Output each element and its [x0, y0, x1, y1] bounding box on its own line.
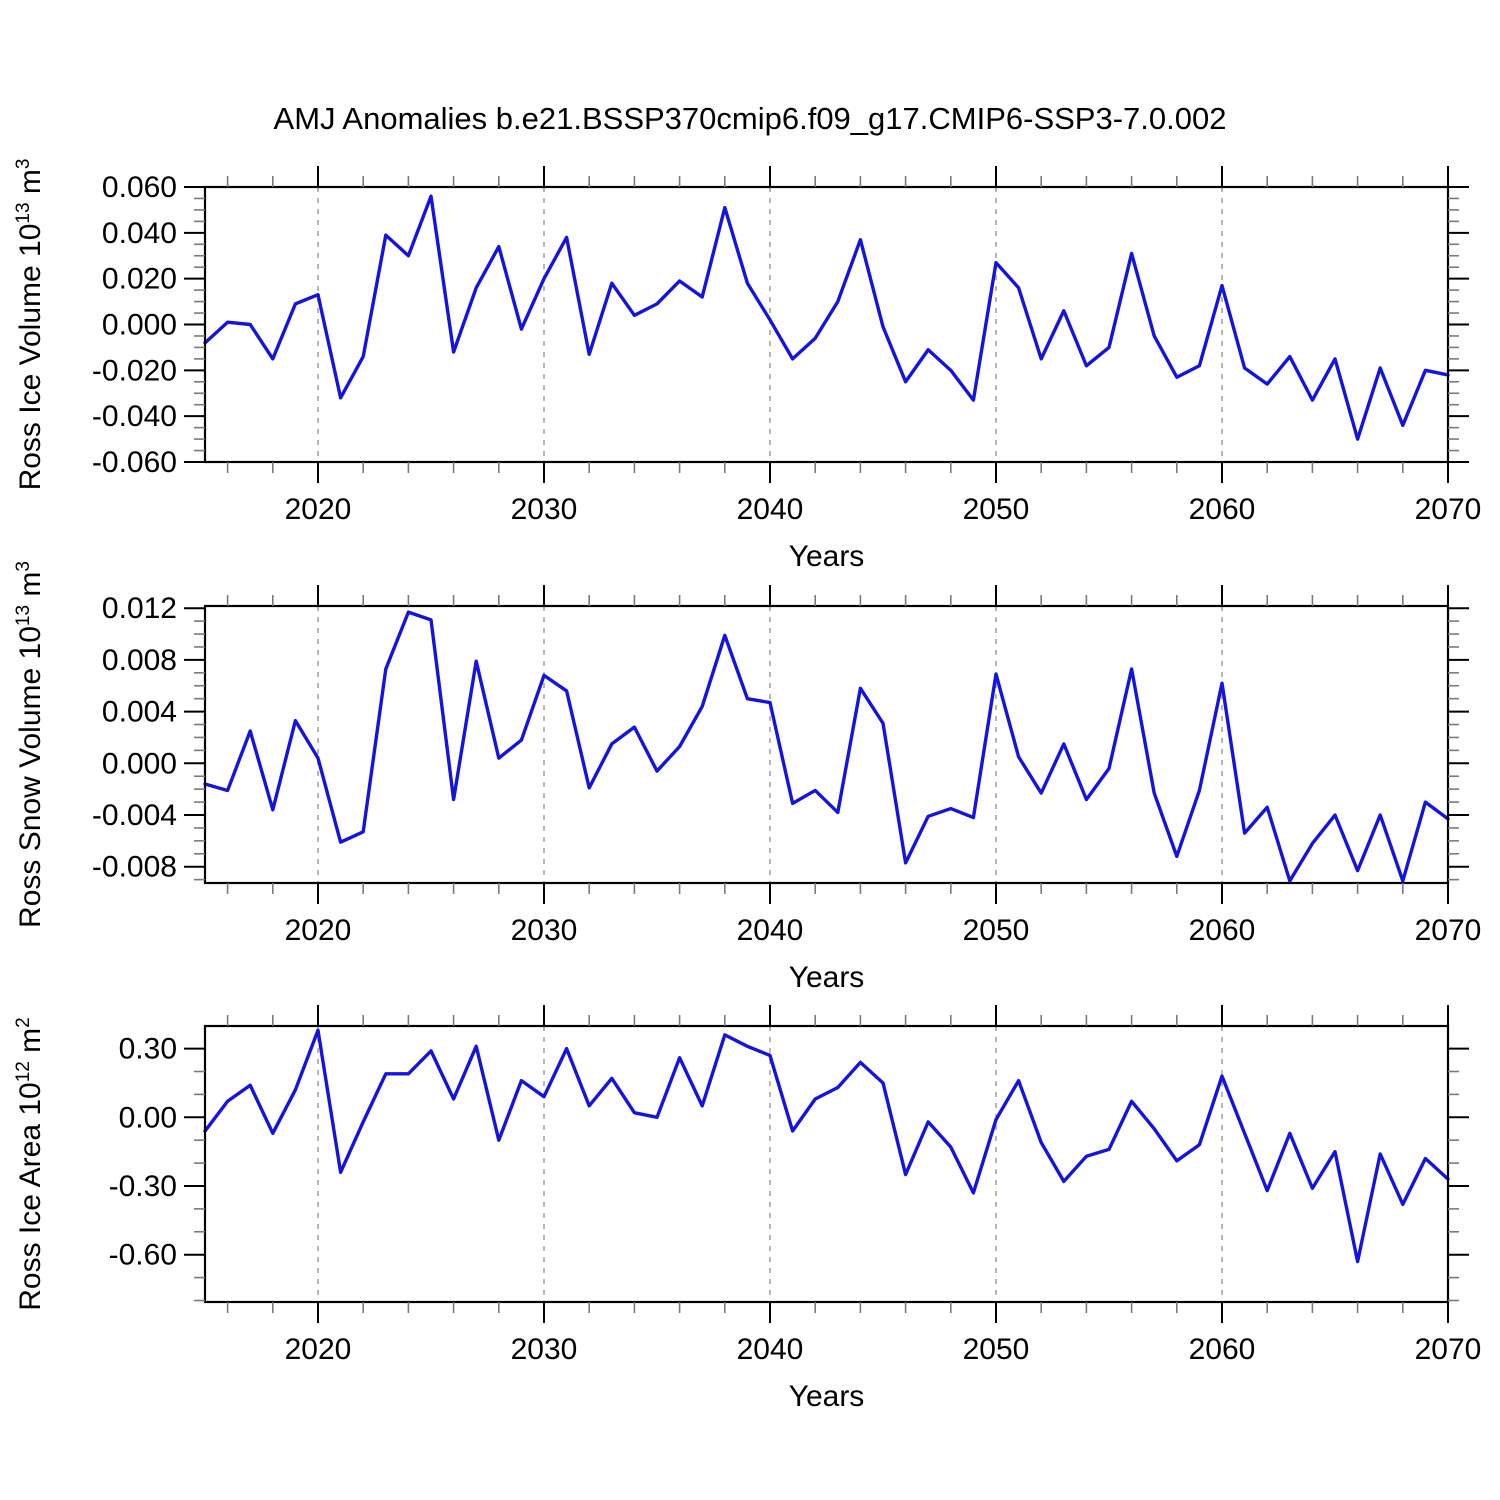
x-tick-label: 2020 [285, 493, 352, 526]
x-tick-label: 2070 [1415, 914, 1482, 947]
chart-title: AMJ Anomalies b.e21.BSSP370cmip6.f09_g17… [273, 101, 1227, 136]
y-tick-label: 0.000 [102, 309, 177, 342]
panel-2: 2020 2030 2040 2050 2060 2070 0.012 0.008 0.004 0… [13, 561, 1481, 994]
x-tick-label: 2070 [1415, 493, 1482, 526]
x-tick-label: 2050 [963, 493, 1030, 526]
y-tick-label: 0.00 [119, 1101, 177, 1134]
y-tick-label: -0.004 [92, 799, 177, 832]
y-axis-title-text: m [14, 1028, 47, 1061]
y-tick-label: 0.30 [119, 1033, 177, 1066]
x-tick-label: 2050 [963, 914, 1030, 947]
y-tick-label: 0.020 [102, 263, 177, 296]
y-tick-label: 0.000 [102, 747, 177, 780]
y-axis-title-text: m [14, 572, 47, 605]
y-axis-title-sup: 13 [13, 605, 34, 626]
y-axis-title-sup: 2 [13, 1017, 34, 1028]
y-axis-title-text: Ross Ice Volume 10 [14, 224, 47, 491]
y-tick-label: -0.008 [92, 851, 177, 884]
y-tick-label: -0.040 [92, 400, 177, 433]
x-tick-label: 2070 [1415, 1333, 1482, 1366]
data-line [203, 1028, 1450, 1264]
y-axis-title-sup: 12 [13, 1061, 34, 1082]
x-axis-title: Years [789, 540, 865, 573]
plot-box [203, 604, 1450, 885]
x-axis-title: Years [789, 961, 865, 994]
y-axis-title-text: Ross Ice Area 10 [14, 1082, 47, 1310]
x-tick-label: 2020 [285, 1333, 352, 1366]
data-line [203, 610, 1450, 883]
x-tick-label: 2060 [1189, 914, 1256, 947]
y-tick-label: 0.004 [102, 696, 177, 729]
x-tick-label: 2050 [963, 1333, 1030, 1366]
y-axis-title-text: Ross Snow Volume 10 [14, 626, 47, 928]
y-tick-label: -0.020 [92, 354, 177, 387]
x-tick-label: 2030 [511, 1333, 578, 1366]
data-line [203, 194, 1450, 441]
y-tick-label: -0.60 [109, 1239, 177, 1272]
y-tick-label: 0.012 [102, 592, 177, 625]
y-tick-label: 0.008 [102, 644, 177, 677]
y-tick-label: -0.060 [92, 446, 177, 479]
y-axis-title-text: m [14, 169, 47, 202]
y-tick-label: 0.040 [102, 217, 177, 250]
x-tick-label: 2040 [737, 914, 804, 947]
y-axis-title-sup: 3 [13, 561, 34, 572]
x-tick-label: 2040 [737, 493, 804, 526]
x-tick-label: 2060 [1189, 493, 1256, 526]
x-tick-label: 2040 [737, 1333, 804, 1366]
y-tick-label: -0.30 [109, 1170, 177, 1203]
plot-box [203, 185, 1450, 464]
x-tick-label: 2060 [1189, 1333, 1256, 1366]
x-axis-title: Years [789, 1380, 865, 1413]
y-axis-title: Ross Ice Area 1012 m2 [13, 1017, 47, 1311]
panel-1: 2020 2030 2040 2050 2060 2070 0.060 0.040 0.020 0… [13, 159, 1481, 573]
x-tick-label: 2030 [511, 493, 578, 526]
panel-3: 2020 2030 2040 2050 2060 2070 0.30 0.00 -0.30 -0.… [13, 1005, 1481, 1413]
y-tick-label: 0.060 [102, 171, 177, 204]
y-axis-title-sup: 13 [13, 202, 34, 223]
y-axis-title: Ross Ice Volume 1013 m3 [13, 159, 47, 491]
x-tick-label: 2020 [285, 914, 352, 947]
x-tick-label: 2030 [511, 914, 578, 947]
y-axis-title-sup: 3 [13, 159, 34, 170]
plot-box [203, 1024, 1450, 1304]
y-axis-title: Ross Snow Volume 1013 m3 [13, 561, 47, 928]
